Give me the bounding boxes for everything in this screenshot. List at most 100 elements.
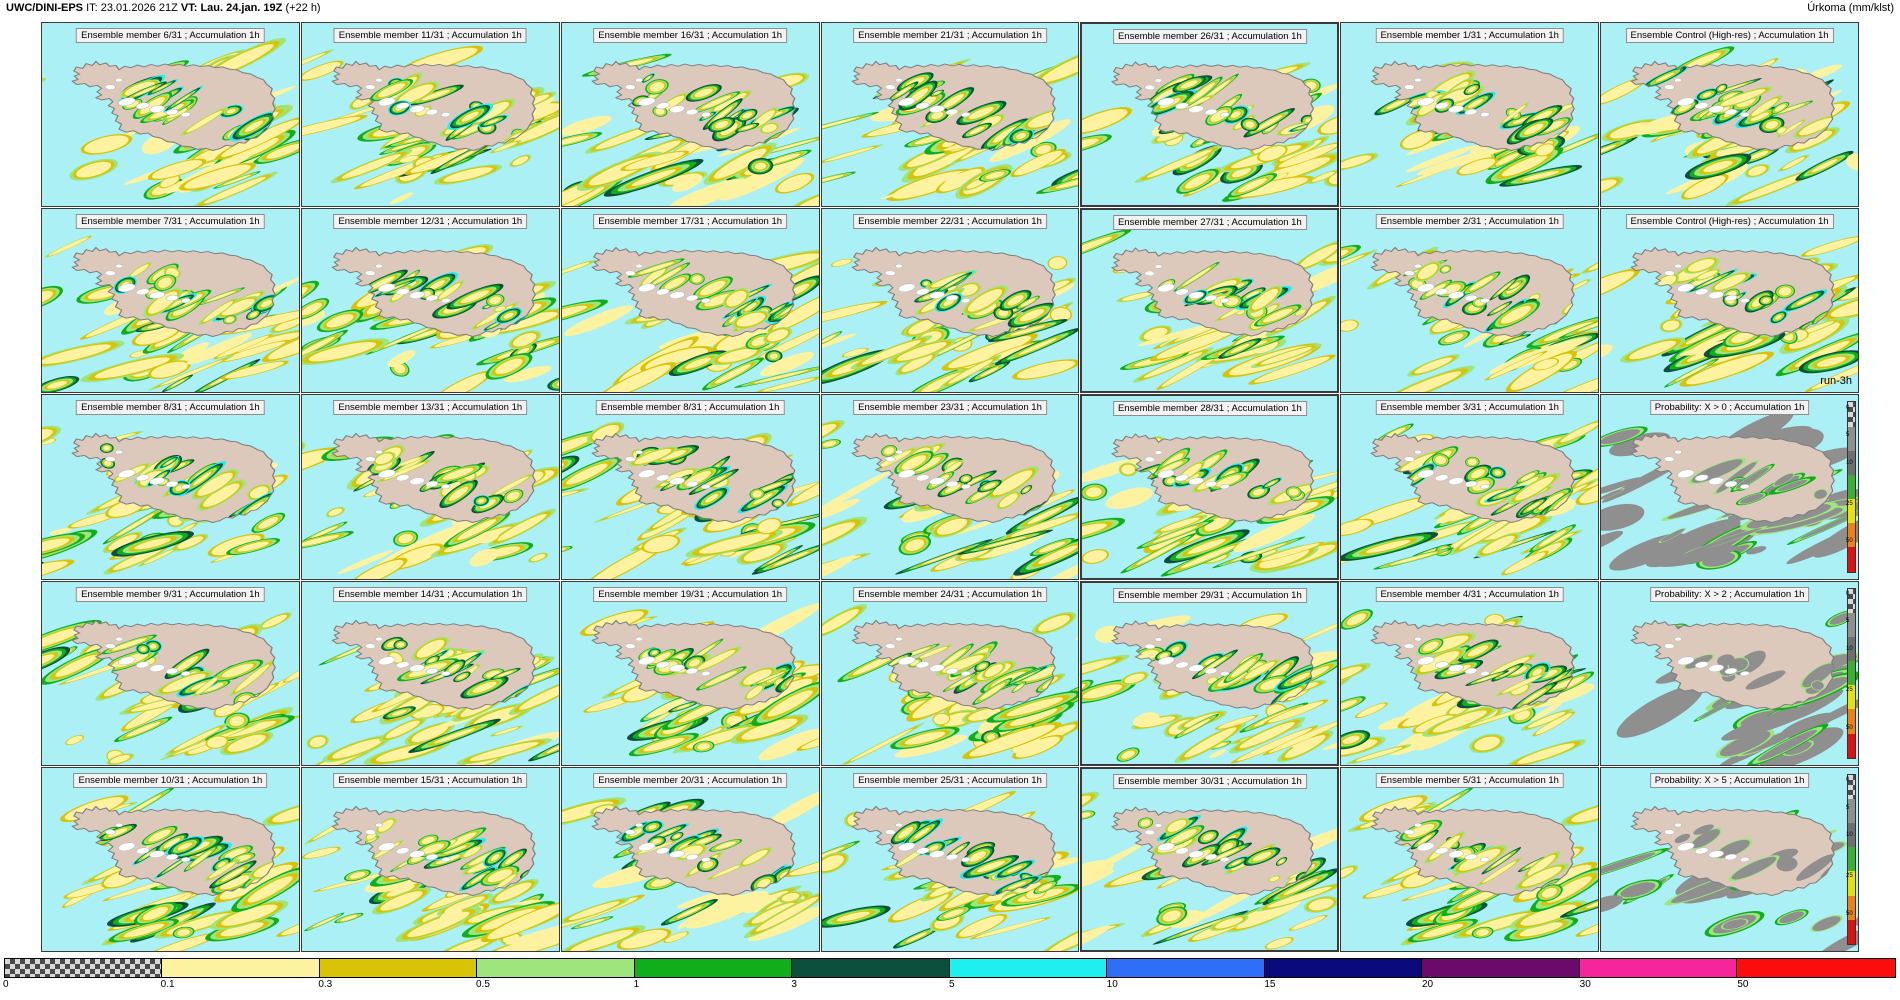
ensemble-member-panel[interactable]: Ensemble member 22/31 ; Accumulation 1h xyxy=(820,208,1080,394)
glacier xyxy=(1695,847,1709,854)
colorbar-tick-label: 5 xyxy=(949,979,955,990)
ensemble-member-panel[interactable]: Ensemble member 6/31 ; Accumulation 1h xyxy=(41,22,300,208)
ensemble-member-panel[interactable]: Ensemble member 10/31 ; Accumulation 1h xyxy=(41,766,300,952)
glacier xyxy=(897,656,916,665)
ensemble-member-panel[interactable]: Ensemble member 15/31 ; Accumulation 1h xyxy=(300,766,560,952)
ensemble-member-panel[interactable]: Ensemble member 16/31 ; Accumulation 1h xyxy=(560,22,820,208)
ensemble-member-panel[interactable]: Ensemble member 27/31 ; Accumulation 1h xyxy=(1080,208,1340,394)
precipitation-map xyxy=(42,395,299,579)
glacier xyxy=(1157,283,1176,293)
iceland-landmass xyxy=(850,619,1056,710)
glacier xyxy=(1205,295,1218,302)
ensemble-member-panel[interactable]: Ensemble member 14/31 ; Accumulation 1h xyxy=(300,580,560,766)
ensemble-member-panel[interactable]: Ensemble member 9/31 ; Accumulation 1h xyxy=(41,580,300,766)
probability-panel[interactable]: Probability: X > 0 ; Accumulation 1h 0 5 10… xyxy=(1600,394,1859,580)
glacier xyxy=(409,663,425,672)
ensemble-member-panel[interactable]: Ensemble member 7/31 ; Accumulation 1h xyxy=(41,208,300,394)
glacier xyxy=(1205,108,1218,116)
glacier xyxy=(115,822,123,828)
panel-title: Ensemble member 10/31 ; Accumulation 1h xyxy=(73,772,268,788)
glacier xyxy=(1674,78,1683,83)
iceland-landmass xyxy=(1370,805,1576,896)
ensemble-member-panel[interactable]: Ensemble member 8/31 ; Accumulation 1h xyxy=(560,394,820,580)
glacier xyxy=(1154,450,1163,455)
colorbar-segment xyxy=(477,959,635,977)
probability-panel[interactable]: Probability: X > 2 ; Accumulation 1h 0 5 10… xyxy=(1600,580,1859,766)
iceland-landmass xyxy=(1370,246,1576,338)
glacier xyxy=(180,112,191,118)
glacier xyxy=(897,842,916,851)
probability-panel[interactable]: Probability: X > 5 ; Accumulation 1h 0 5 10… xyxy=(1600,766,1859,952)
ensemble-member-panel[interactable]: Ensemble member 4/31 ; Accumulation 1h xyxy=(1340,580,1600,766)
probability-tick-label: 25 xyxy=(1846,500,1853,507)
precipitation-map xyxy=(821,209,1079,393)
glacier xyxy=(685,481,699,488)
ensemble-member-panel[interactable]: Ensemble member 11/31 ; Accumulation 1h xyxy=(300,22,560,208)
colorbar-segment xyxy=(1579,959,1738,977)
ensemble-member-panel[interactable]: Ensemble member 8/31 ; Accumulation 1h xyxy=(41,394,300,580)
glacier xyxy=(1144,457,1156,463)
glacier xyxy=(440,112,451,118)
panel-title: Ensemble member 16/31 ; Accumulation 1h xyxy=(593,28,788,43)
glacier xyxy=(634,450,643,455)
glacier xyxy=(960,112,971,118)
glacier xyxy=(1154,264,1163,269)
ensemble-member-panel[interactable]: Ensemble member 3/31 ; Accumulation 1h xyxy=(1340,394,1600,580)
glacier xyxy=(1740,112,1750,118)
ensemble-member-panel[interactable]: Ensemble member 19/31 ; Accumulation 1h xyxy=(560,580,820,766)
glacier xyxy=(1448,663,1465,672)
ensemble-member-panel[interactable]: Ensemble member 23/31 ; Accumulation 1h xyxy=(820,394,1080,580)
ensemble-member-panel[interactable]: Ensemble member 20/31 ; Accumulation 1h xyxy=(560,766,820,952)
glacier xyxy=(409,105,425,113)
panel-title: Ensemble member 5/31 ; Accumulation 1h xyxy=(1375,772,1564,788)
ensemble-member-panel[interactable]: Ensemble member 21/31 ; Accumulation 1h xyxy=(820,22,1080,208)
glacier xyxy=(1435,288,1449,296)
glacier xyxy=(1205,853,1218,860)
ensemble-member-panel[interactable]: Ensemble member 29/31 ; Accumulation 1h xyxy=(1080,580,1340,766)
run-offset-note: run-3h xyxy=(1820,375,1852,388)
ensemble-member-panel[interactable]: Ensemble member 30/31 ; Accumulation 1h xyxy=(1080,766,1340,952)
ensemble-member-panel[interactable]: Ensemble member 17/31 ; Accumulation 1h xyxy=(560,208,820,394)
ensemble-member-panel[interactable]: Ensemble member 26/31 ; Accumulation 1h xyxy=(1080,22,1340,208)
glacier xyxy=(165,108,179,116)
glacier xyxy=(377,656,396,665)
glacier xyxy=(118,842,136,851)
ensemble-member-panel[interactable]: Ensemble member 24/31 ; Accumulation 1h xyxy=(820,580,1080,766)
glacier xyxy=(395,288,410,296)
iceland-landmass xyxy=(331,433,536,524)
glacier xyxy=(115,78,123,83)
ensemble-member-panel[interactable]: Ensemble member 12/31 ; Accumulation 1h xyxy=(300,208,560,394)
glacier xyxy=(1417,656,1435,665)
colorbar: 0 0.1 0.3 0.5 1 3 5 10 15 20 30 50 xyxy=(3,958,1896,996)
glacier xyxy=(637,283,656,293)
ensemble-member-panel[interactable]: Ensemble member 2/31 ; Accumulation 1h xyxy=(1340,208,1600,394)
glacier xyxy=(1220,298,1230,304)
glacier xyxy=(1157,842,1176,851)
glacier xyxy=(884,84,896,90)
glacier xyxy=(1154,78,1163,83)
glacier xyxy=(637,656,656,665)
control-panel[interactable]: Ensemble Control (High-res) ; Accumulati… xyxy=(1600,208,1859,394)
ensemble-member-panel[interactable]: Ensemble member 1/31 ; Accumulation 1h xyxy=(1340,22,1600,208)
iceland-landmass xyxy=(850,433,1056,524)
lead-time: (+22 h) xyxy=(285,2,321,14)
precipitation-map xyxy=(1341,767,1599,951)
glacier xyxy=(104,270,116,276)
glacier xyxy=(1404,270,1416,276)
precipitation-map xyxy=(1082,582,1338,764)
panel-title: Ensemble member 30/31 ; Accumulation 1h xyxy=(1112,773,1307,789)
glacier xyxy=(1404,643,1416,649)
glacier xyxy=(1664,456,1675,463)
panel-title: Ensemble Control (High-res) ; Accumulati… xyxy=(1625,28,1834,43)
ensemble-member-panel[interactable]: Ensemble member 5/31 ; Accumulation 1h xyxy=(1340,766,1600,952)
glacier xyxy=(1417,469,1435,479)
ensemble-member-panel[interactable]: Ensemble member 13/31 ; Accumulation 1h xyxy=(300,394,560,580)
glacier xyxy=(149,105,165,113)
panel-title: Probability: X > 2 ; Accumulation 1h xyxy=(1649,586,1810,602)
glacier xyxy=(1435,847,1449,854)
ensemble-member-panel[interactable]: Ensemble member 25/31 ; Accumulation 1h xyxy=(820,766,1080,952)
ensemble-member-panel[interactable]: Ensemble member 28/31 ; Accumulation 1h xyxy=(1080,394,1340,580)
control-panel[interactable]: Ensemble Control (High-res) ; Accumulati… xyxy=(1600,22,1859,208)
precipitation-map xyxy=(821,767,1079,951)
glacier xyxy=(1695,288,1709,296)
